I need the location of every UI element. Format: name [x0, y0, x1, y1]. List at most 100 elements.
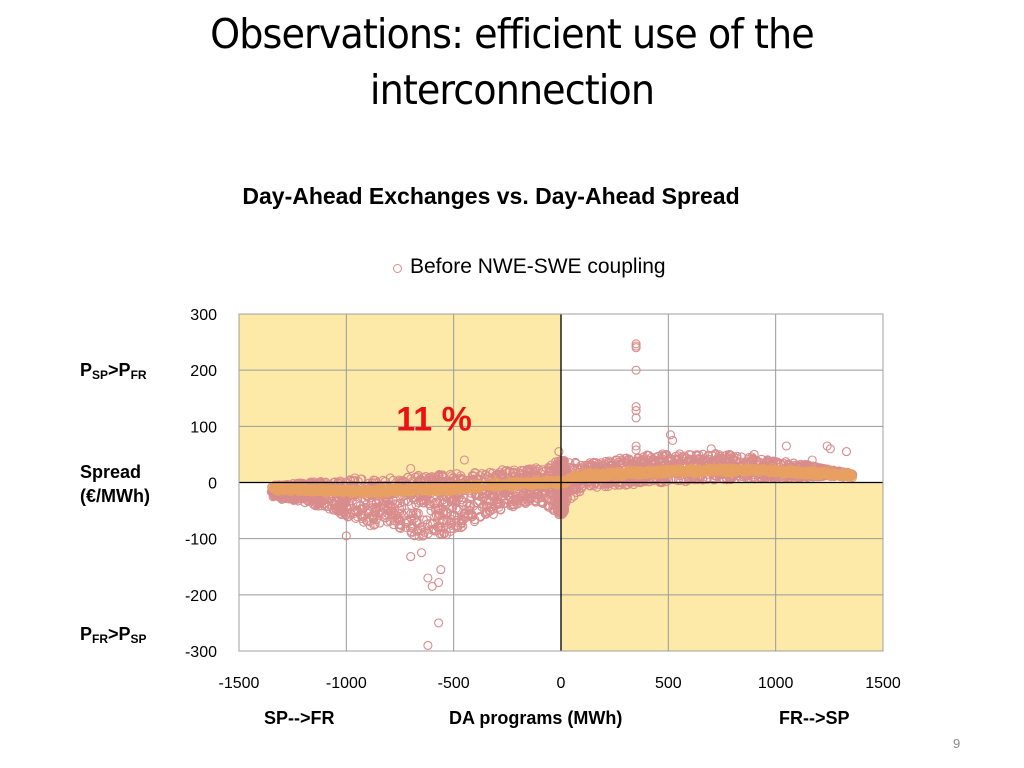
data-point	[309, 487, 319, 497]
data-point	[525, 493, 535, 503]
annot-bottom-p2: P	[118, 624, 131, 644]
data-point-outlier	[406, 463, 416, 474]
data-point	[490, 480, 500, 490]
data-point	[785, 467, 796, 477]
data-point	[639, 456, 650, 466]
data-point	[585, 458, 595, 468]
data-point	[776, 468, 786, 478]
data-point	[315, 486, 325, 496]
data-point	[688, 466, 698, 476]
data-point	[752, 466, 762, 476]
data-point	[705, 465, 715, 475]
data-point-outlier	[631, 343, 641, 353]
data-point	[739, 466, 749, 476]
data-point	[406, 508, 416, 519]
y-axis-label: Spread (€/MWh)	[80, 460, 150, 508]
data-point	[386, 503, 396, 513]
data-point	[445, 504, 455, 514]
data-point	[348, 476, 358, 486]
x-tick-label: -1000	[326, 675, 367, 692]
data-point	[513, 494, 523, 504]
slide-title: Observations: efficient use of the inter…	[36, 6, 988, 118]
data-point	[680, 451, 690, 461]
data-point	[355, 485, 365, 496]
data-point	[393, 485, 403, 495]
y-tick-label: -300	[185, 644, 217, 661]
slide-title-line-2: interconnection	[369, 66, 655, 114]
data-point	[428, 486, 439, 496]
annot-top-p1: P	[80, 360, 93, 380]
y-annotation-top: PSP>PFR	[80, 360, 147, 382]
data-point	[366, 486, 376, 496]
data-point	[427, 484, 437, 494]
data-point	[557, 499, 567, 509]
data-point-outlier	[631, 406, 641, 416]
data-point-outlier	[373, 503, 384, 513]
highlight-quadrant-top-left	[239, 314, 561, 483]
data-point-outlier	[631, 339, 641, 349]
data-point-outlier	[554, 447, 564, 457]
data-point	[802, 468, 812, 478]
x-tick-label: 500	[655, 675, 682, 692]
data-point-outlier	[436, 565, 446, 575]
data-point	[511, 478, 521, 488]
highlight-quadrant-bottom-right	[561, 482, 883, 651]
data-point	[419, 530, 429, 540]
data-point	[614, 468, 624, 478]
data-point	[397, 475, 408, 486]
data-point	[548, 477, 558, 487]
data-point-outlier	[550, 506, 560, 516]
data-point-outlier	[665, 430, 676, 440]
legend-label: Before NWE-SWE coupling	[410, 255, 666, 278]
data-point	[288, 495, 299, 505]
data-point	[324, 504, 334, 514]
data-point-outlier	[434, 577, 444, 588]
data-point	[365, 517, 375, 527]
annot-top-gt: >	[108, 360, 119, 380]
data-point	[736, 452, 747, 462]
data-point	[339, 498, 349, 508]
data-point	[681, 465, 691, 475]
data-point	[308, 499, 318, 509]
data-point	[485, 489, 495, 499]
annot-bottom-sub2: SP	[130, 632, 147, 646]
x-tick-label: -500	[438, 675, 470, 692]
x-tick-label: 1000	[758, 675, 794, 692]
data-point-outlier	[427, 581, 437, 591]
data-point	[330, 484, 340, 494]
data-point	[512, 498, 522, 508]
data-point-outlier	[822, 441, 832, 451]
data-point	[504, 495, 514, 505]
data-point	[487, 502, 497, 512]
data-point	[426, 497, 436, 507]
data-point	[407, 515, 417, 525]
data-point	[345, 508, 355, 518]
data-point	[692, 465, 702, 475]
data-point	[278, 483, 288, 493]
data-point	[619, 467, 629, 477]
data-point	[800, 470, 810, 480]
data-point	[458, 521, 468, 531]
data-point	[509, 465, 519, 475]
slide-title-line-1: Observations: efficient use of the	[210, 10, 815, 58]
data-point	[558, 508, 568, 518]
data-point	[635, 470, 645, 480]
data-point	[451, 495, 461, 505]
data-point	[489, 492, 499, 502]
data-point	[274, 484, 284, 494]
data-point-outlier	[406, 552, 416, 562]
data-point	[541, 476, 551, 486]
data-point	[570, 457, 581, 467]
data-point	[351, 513, 361, 523]
x-tick-label: 1500	[865, 675, 901, 692]
data-point-outlier	[459, 455, 469, 465]
data-point	[438, 470, 448, 480]
data-point	[438, 507, 449, 517]
data-point	[509, 468, 519, 478]
plot-frame	[238, 313, 884, 652]
data-point	[528, 481, 538, 491]
data-point	[370, 519, 380, 529]
data-point	[482, 502, 492, 512]
data-point-outlier	[423, 640, 433, 650]
data-point	[357, 511, 367, 521]
